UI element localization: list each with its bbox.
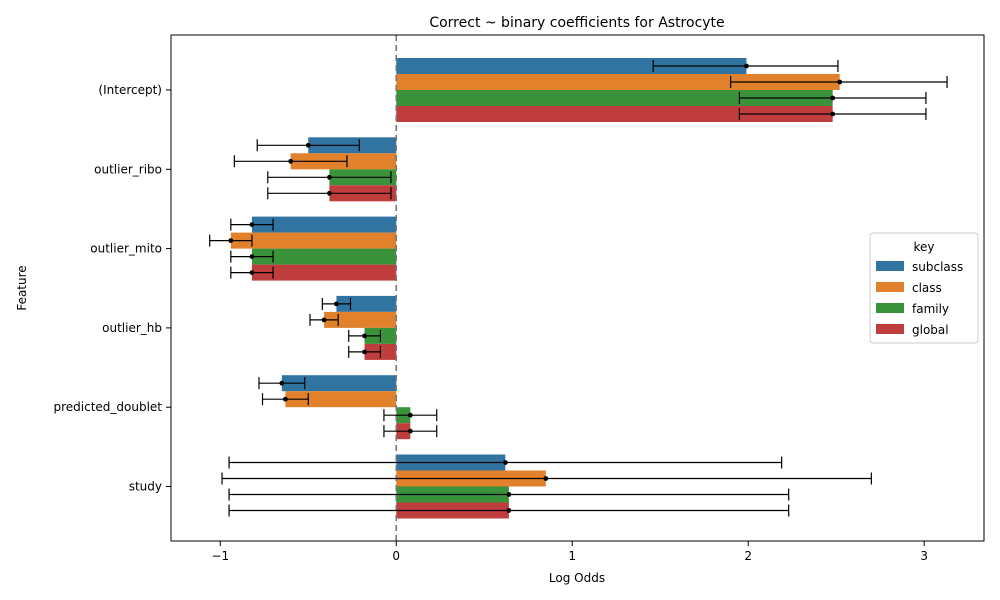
- plot-frame: [170, 34, 985, 542]
- point-class-3: [321, 317, 327, 323]
- point-subclass-4: [279, 380, 285, 386]
- x-axis-label: Log Odds: [549, 571, 605, 585]
- bar-class-4: [285, 391, 397, 408]
- point-family-0: [830, 95, 836, 101]
- point-global-2: [249, 270, 255, 275]
- point-family-1: [326, 174, 332, 180]
- point-class-0: [837, 79, 843, 85]
- x-tick-label-3: 2: [744, 549, 752, 563]
- point-family-2: [249, 254, 255, 259]
- y-axis-label: Feature: [15, 265, 29, 310]
- bar-subclass-0: [396, 58, 747, 74]
- y-axis: (Intercept) outlier_ribo outlier_mitooutli…: [53, 83, 171, 494]
- bar-family-0: [396, 90, 833, 106]
- legend-swatch-family: [876, 303, 904, 313]
- legend-swatch-class: [876, 282, 904, 292]
- bar-global-0: [396, 106, 833, 122]
- y-tick-label-5: study: [129, 480, 162, 494]
- point-subclass-2: [249, 222, 255, 228]
- legend-swatch-subclass: [876, 261, 904, 271]
- bar-global-2: [251, 264, 397, 281]
- point-global-0: [830, 111, 836, 117]
- legend-title: key: [913, 240, 934, 254]
- y-tick-label-3: outlier_hb: [102, 321, 162, 335]
- point-class-1: [288, 158, 294, 164]
- bar-subclass-3: [336, 295, 397, 312]
- point-global-5: [506, 508, 512, 513]
- point-subclass-3: [334, 301, 339, 307]
- x-tick-label-1: 0: [392, 549, 400, 563]
- y-tick-label-2: outlier_mito: [90, 242, 162, 256]
- point-subclass-5: [502, 460, 508, 465]
- bar-subclass-4: [281, 375, 397, 392]
- legend-label-class: class: [912, 281, 942, 295]
- x-tick-label-0: −1: [211, 549, 229, 563]
- x-tick-label-4: 3: [920, 549, 928, 563]
- point-subclass-0: [744, 63, 749, 69]
- point-global-3: [362, 349, 367, 355]
- bar-class-2: [230, 232, 397, 249]
- point-class-5: [543, 476, 549, 481]
- point-family-4: [407, 412, 413, 418]
- bar-subclass-2: [251, 216, 397, 233]
- y-tick-label-0: (Intercept): [98, 83, 162, 97]
- plot-area: [209, 35, 948, 541]
- point-class-2: [228, 238, 234, 244]
- point-global-4: [407, 428, 413, 434]
- y-tick-label-4: predicted_doublet: [53, 400, 162, 414]
- bar-class-0: [396, 74, 840, 90]
- legend: key subclass class family global: [869, 232, 979, 344]
- point-class-4: [282, 396, 288, 402]
- point-family-5: [506, 492, 512, 497]
- x-axis: −1 0 1 2 3: [211, 541, 928, 563]
- chart-title: Correct ~ binary coefficients for Astroc…: [429, 15, 724, 31]
- bar-class-3: [324, 311, 397, 328]
- bar-family-2: [251, 248, 397, 265]
- y-tick-label-1: outlier_ribo: [94, 162, 162, 176]
- legend-swatch-global: [876, 324, 904, 334]
- point-family-3: [362, 333, 367, 339]
- point-subclass-1: [305, 142, 311, 148]
- legend-label-family: family: [912, 302, 949, 316]
- legend-label-subclass: subclass: [912, 260, 963, 274]
- legend-label-global: global: [912, 323, 949, 337]
- x-tick-label-2: 1: [568, 549, 576, 563]
- legend-box: [869, 232, 979, 344]
- point-global-1: [326, 190, 332, 196]
